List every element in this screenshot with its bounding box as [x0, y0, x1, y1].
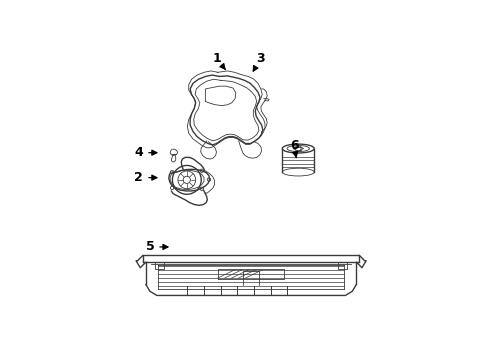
Text: 5: 5: [146, 240, 168, 253]
Text: 6: 6: [290, 139, 298, 158]
Text: 4: 4: [134, 146, 157, 159]
Text: 3: 3: [253, 52, 265, 71]
Text: 2: 2: [134, 171, 157, 184]
Text: 1: 1: [212, 52, 225, 69]
